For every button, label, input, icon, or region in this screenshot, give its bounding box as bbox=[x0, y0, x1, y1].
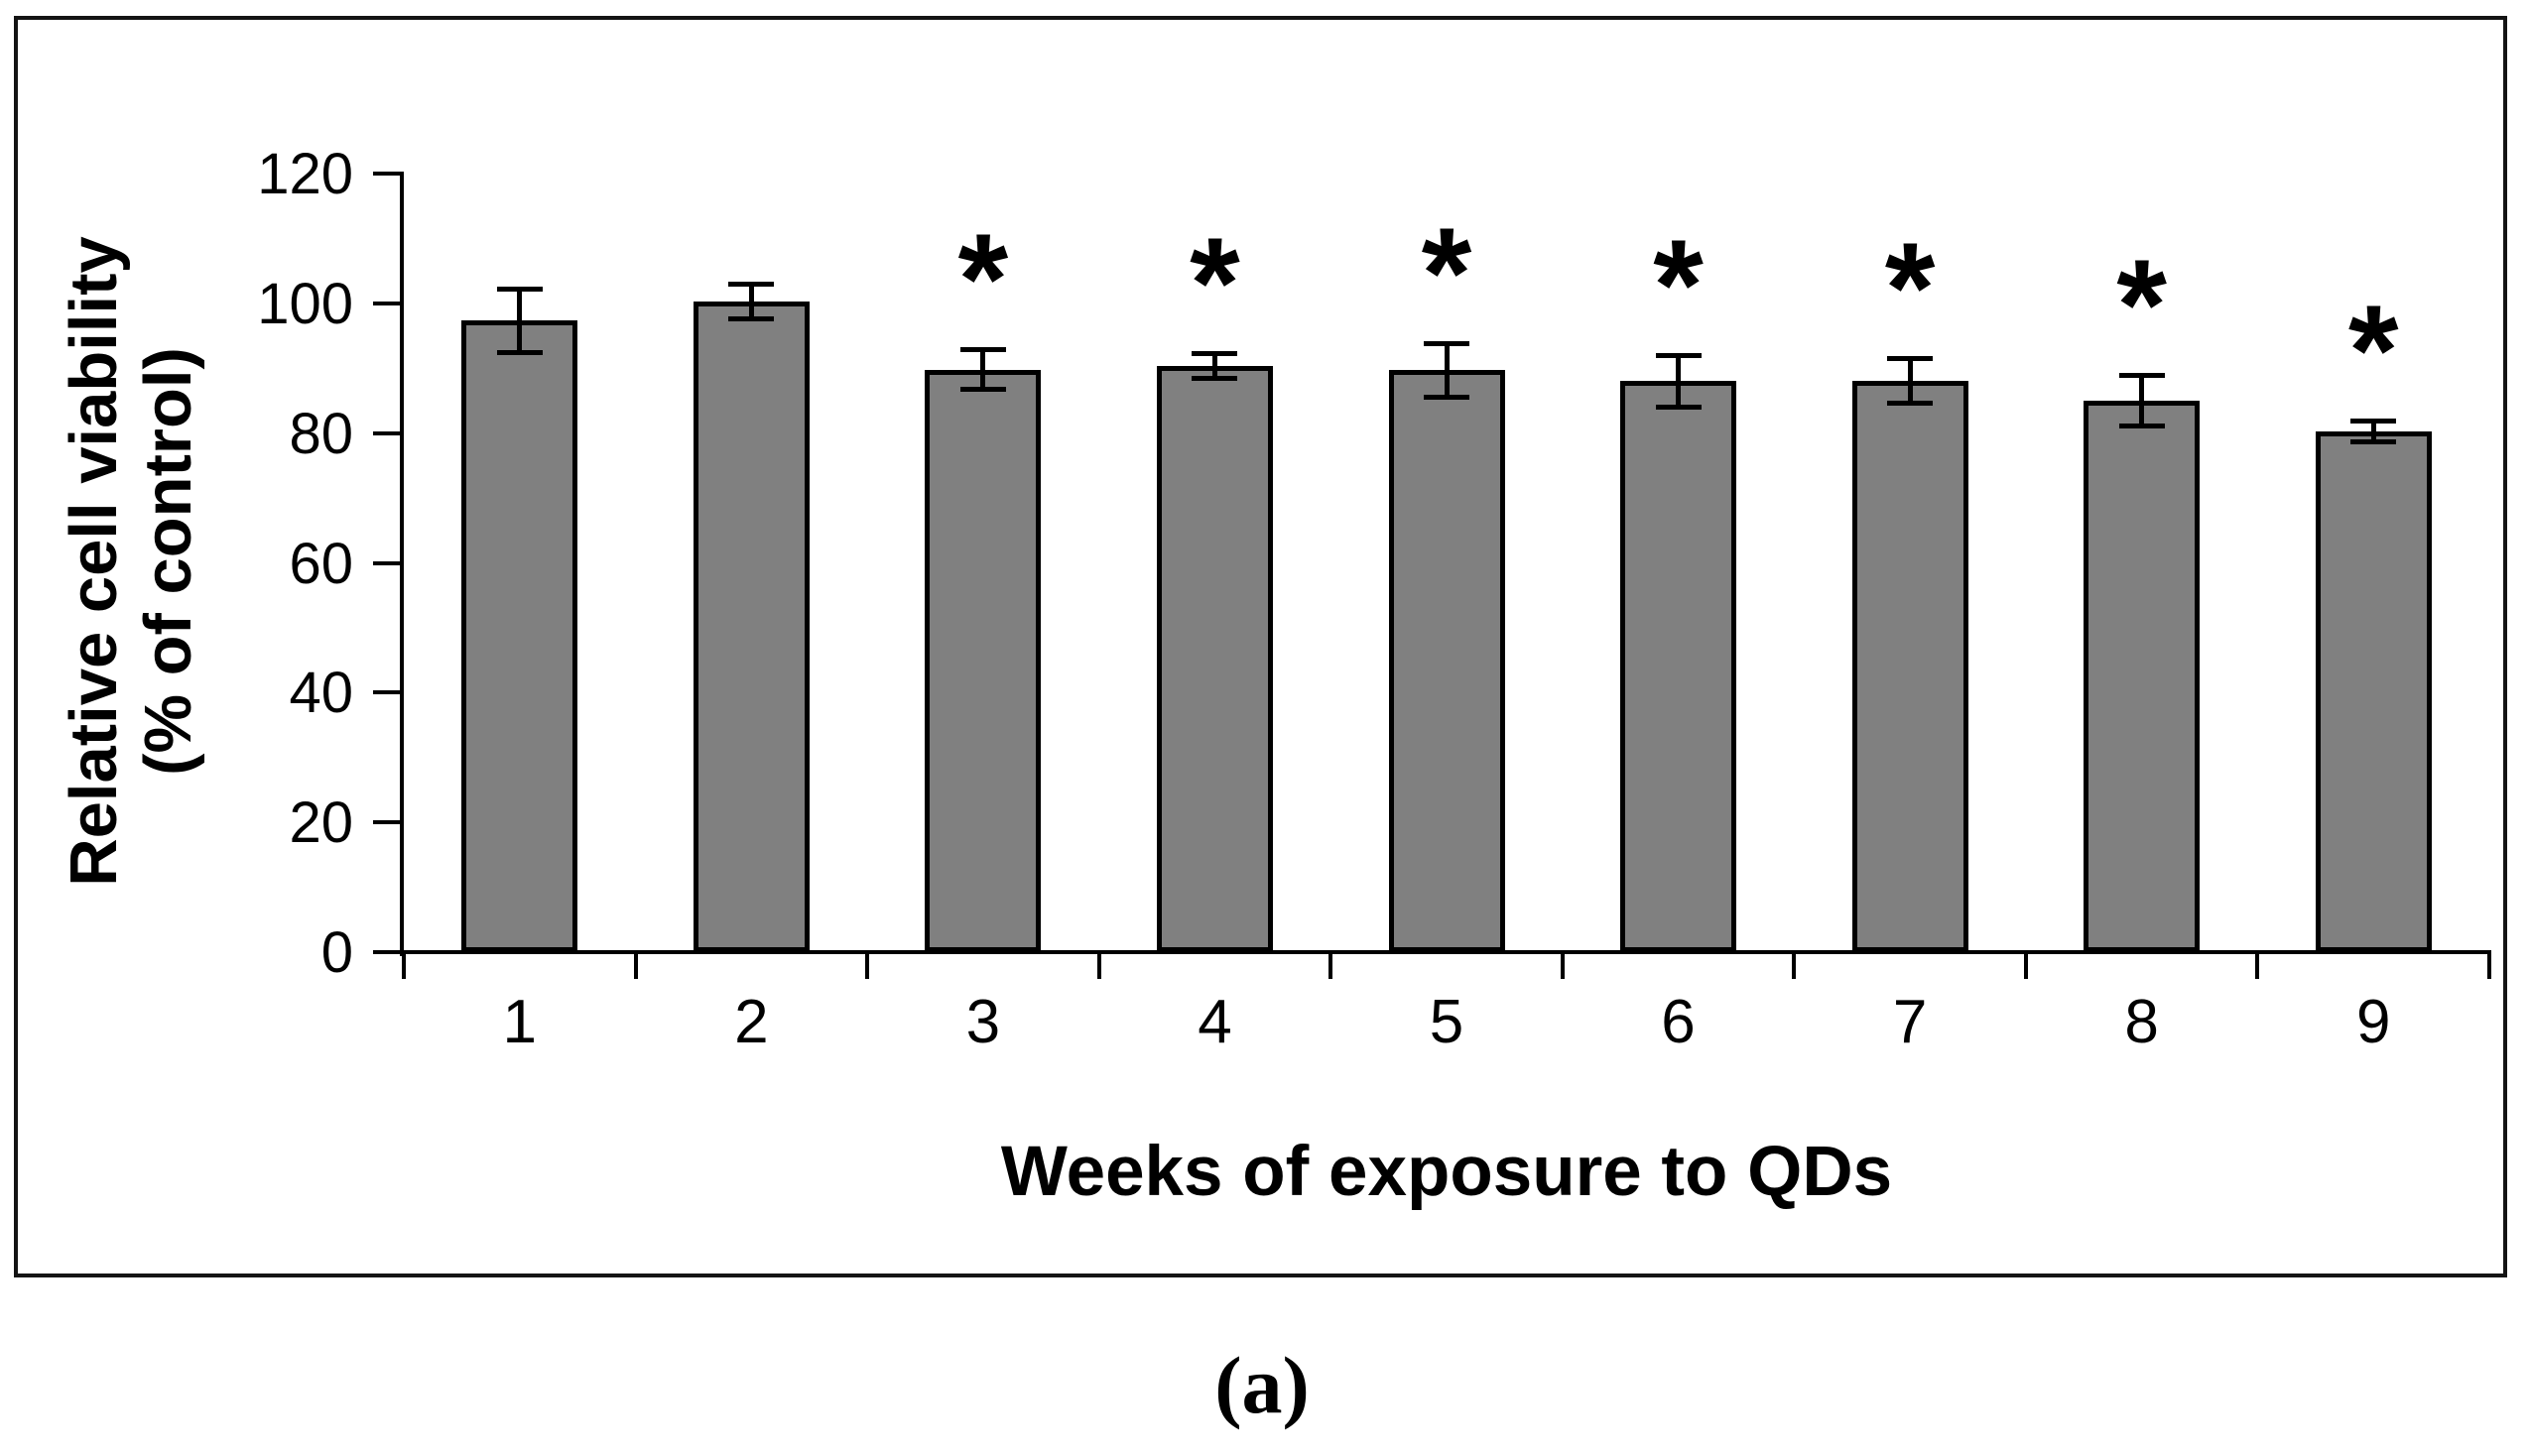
error-bar-cap-bottom bbox=[2118, 424, 2165, 429]
significance-asterisk: * bbox=[2116, 231, 2167, 377]
x-tick-label: 2 bbox=[734, 988, 769, 1056]
x-axis-line bbox=[400, 950, 2491, 954]
y-axis-title: Relative cell viability (% of control) bbox=[57, 236, 205, 886]
error-bar-cap-bottom bbox=[2350, 439, 2397, 445]
error-bar-cap-top bbox=[496, 286, 543, 292]
x-tick bbox=[402, 952, 406, 979]
x-tick-label: 5 bbox=[1429, 988, 1464, 1056]
error-bar-cap-top bbox=[2118, 372, 2165, 378]
y-tick bbox=[373, 690, 400, 695]
y-tick bbox=[373, 172, 400, 176]
bar-week-5 bbox=[1388, 370, 1505, 952]
error-bar-cap-top bbox=[2350, 419, 2397, 425]
y-tick-label: 40 bbox=[289, 661, 353, 726]
significance-asterisk: * bbox=[1421, 199, 1472, 345]
error-bar-stem bbox=[1676, 355, 1682, 408]
error-bar-cap-top bbox=[1192, 351, 1238, 357]
bar-week-2 bbox=[693, 301, 810, 952]
x-tick bbox=[633, 952, 638, 979]
error-bar-stem bbox=[1211, 353, 1217, 380]
y-tick-label: 120 bbox=[257, 142, 353, 206]
bar-week-6 bbox=[1620, 381, 1737, 952]
bar-week-1 bbox=[461, 320, 578, 952]
error-bar-stem bbox=[748, 283, 754, 320]
bar-week-3 bbox=[925, 369, 1042, 952]
error-bar-cap-top bbox=[1887, 356, 1934, 362]
x-tick bbox=[1560, 952, 1565, 979]
y-axis-title-line2: (% of control) bbox=[131, 347, 205, 776]
error-bar-cap-bottom bbox=[728, 316, 775, 322]
x-tick-label: 7 bbox=[1892, 988, 1928, 1056]
y-tick-label: 20 bbox=[289, 790, 353, 856]
error-bar-cap-top bbox=[1424, 340, 1469, 346]
error-bar-cap-bottom bbox=[1192, 376, 1238, 382]
error-bar-stem bbox=[517, 288, 523, 354]
error-bar-stem bbox=[1444, 342, 1450, 398]
y-tick-label: 0 bbox=[320, 920, 353, 985]
y-tick-label: 60 bbox=[289, 531, 353, 596]
x-tick bbox=[2023, 952, 2028, 979]
error-bar-cap-top bbox=[728, 281, 775, 287]
error-bar-cap-top bbox=[1655, 353, 1702, 359]
x-tick-label: 6 bbox=[1661, 988, 1696, 1056]
significance-asterisk: * bbox=[1884, 215, 1936, 361]
bar-week-8 bbox=[2084, 400, 2201, 952]
x-tick-label: 1 bbox=[502, 988, 537, 1056]
error-bar-cap-top bbox=[959, 347, 1006, 353]
error-bar-cap-bottom bbox=[1887, 401, 1934, 407]
x-tick bbox=[2255, 952, 2260, 979]
y-tick-label: 80 bbox=[289, 401, 353, 466]
y-tick bbox=[373, 820, 400, 825]
x-tick-label: 9 bbox=[2355, 988, 2391, 1056]
significance-asterisk: * bbox=[957, 206, 1009, 352]
figure-caption: (a) bbox=[1214, 1340, 1310, 1430]
y-tick bbox=[373, 430, 400, 435]
x-tick-label: 3 bbox=[965, 988, 1001, 1056]
error-bar-stem bbox=[1907, 358, 1913, 405]
significance-asterisk: * bbox=[1653, 212, 1704, 358]
x-tick bbox=[865, 952, 870, 979]
x-tick bbox=[1328, 952, 1333, 979]
bar-week-4 bbox=[1156, 366, 1273, 952]
y-axis-title-line1: Relative cell viability bbox=[56, 236, 131, 887]
x-axis-title: Weeks of exposure to QDs bbox=[1000, 1133, 1893, 1211]
error-bar-cap-bottom bbox=[1655, 404, 1702, 410]
x-tick bbox=[2487, 952, 2491, 979]
x-tick-label: 8 bbox=[2124, 988, 2159, 1056]
x-tick-label: 4 bbox=[1198, 988, 1232, 1056]
error-bar-cap-bottom bbox=[1424, 394, 1469, 400]
y-tick bbox=[373, 950, 400, 954]
bar-week-7 bbox=[1851, 381, 1968, 952]
y-axis-line bbox=[400, 172, 404, 956]
error-bar-stem bbox=[2370, 421, 2376, 443]
error-bar-stem bbox=[2139, 374, 2145, 427]
y-tick-label: 100 bbox=[257, 271, 353, 336]
x-tick bbox=[1792, 952, 1797, 979]
y-tick bbox=[373, 301, 400, 305]
bar-week-9 bbox=[2315, 431, 2432, 952]
error-bar-cap-bottom bbox=[496, 350, 543, 356]
error-bar-stem bbox=[980, 349, 986, 390]
error-bar-cap-bottom bbox=[959, 386, 1006, 392]
y-tick bbox=[373, 560, 400, 565]
significance-asterisk: * bbox=[2347, 278, 2399, 424]
significance-asterisk: * bbox=[1190, 210, 1240, 356]
x-tick bbox=[1096, 952, 1101, 979]
